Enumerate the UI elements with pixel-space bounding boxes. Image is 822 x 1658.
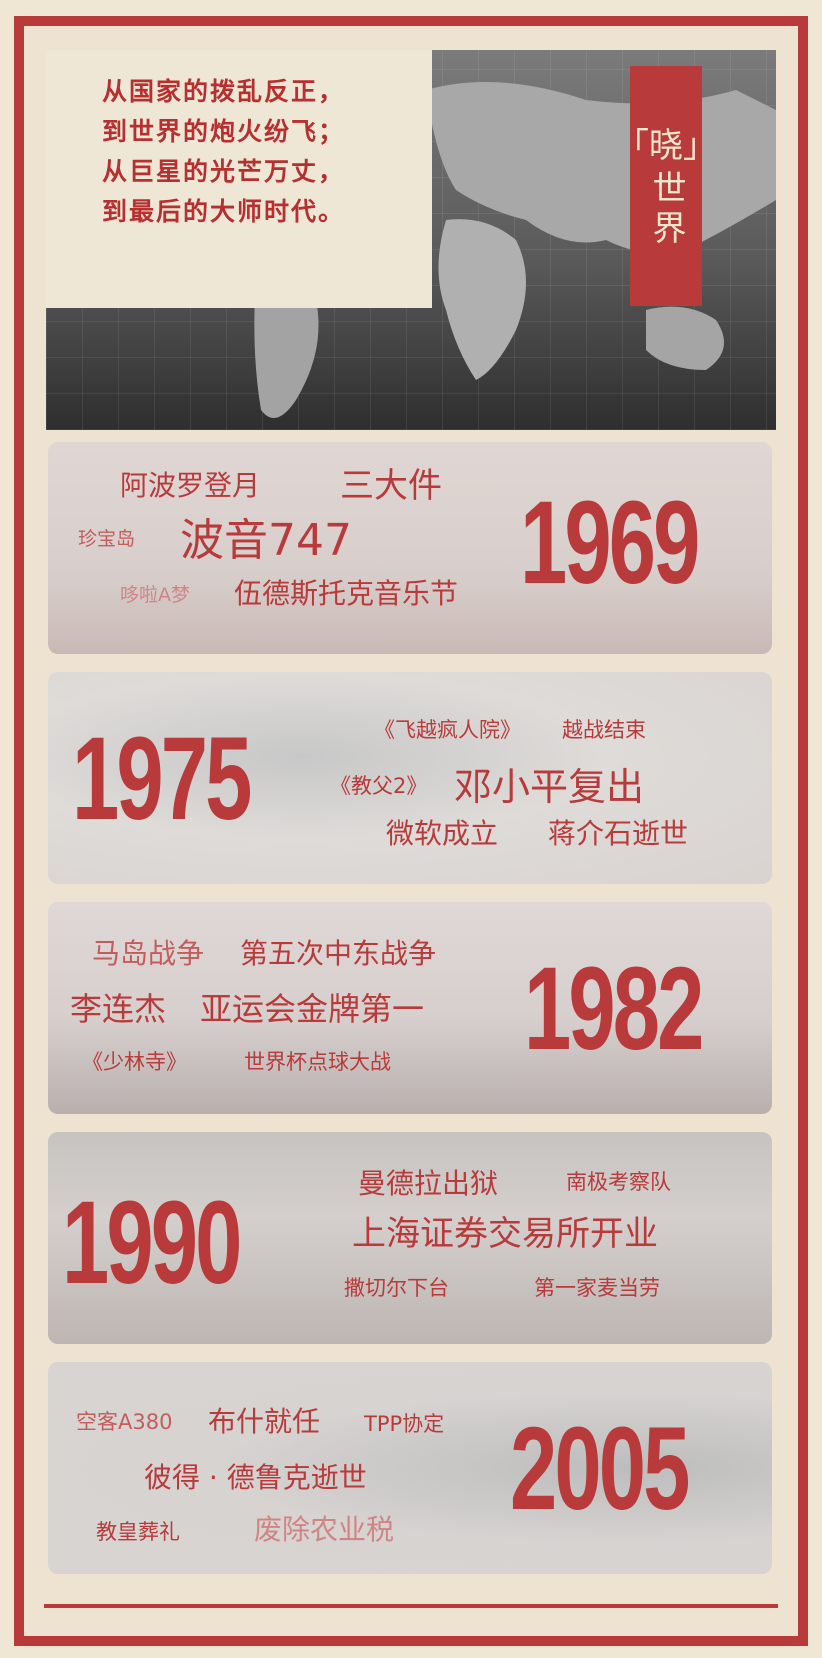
event-item: 第五次中东战争 (240, 937, 437, 970)
year-panel-2005: 空客A380 布什就任 TPP协定 彼得 · 德鲁克逝世 教皇葬礼 废除农业税 … (48, 1362, 772, 1574)
panel-background (48, 1362, 772, 1574)
event-item: 马岛战争 (92, 937, 205, 970)
event-item: 亚运会金牌第一 (200, 990, 425, 1028)
event-item: 世界杯点球大战 (244, 1050, 391, 1074)
panel-background (48, 902, 772, 1114)
panel-background (48, 672, 772, 884)
event-item: 教皇葬礼 (96, 1520, 180, 1544)
event-item: 哆啦A梦 (120, 584, 190, 606)
bottom-divider (44, 1604, 778, 1608)
event-item: 废除农业税 (254, 1513, 395, 1546)
event-item: 阿波罗登月 (120, 469, 261, 502)
hero-banner: 从国家的拨乱反正， 到世界的炮火纷飞； 从巨星的光芒万丈， 到最后的大师时代。 … (46, 50, 776, 430)
event-item: 李连杰 (70, 990, 167, 1028)
panel-background (48, 442, 772, 654)
event-item: 《飞越疯人院》 (374, 718, 521, 742)
event-item: 波音747 (180, 515, 352, 566)
event-item: 越战结束 (562, 718, 646, 742)
event-item: 三大件 (340, 466, 442, 506)
event-item: 《教父2》 (330, 774, 428, 798)
year-panel-1969: 阿波罗登月 三大件 珍宝岛 波音747 哆啦A梦 伍德斯托克音乐节 1969 (48, 442, 772, 654)
event-item: 第一家麦当劳 (534, 1276, 660, 1300)
event-item: 邓小平复出 (454, 765, 645, 809)
quote-line-2: 到世界的炮火纷飞； (102, 117, 346, 146)
event-item: 南极考察队 (566, 1170, 671, 1194)
hero-title-bottom: 世界 (646, 170, 686, 250)
event-item: 伍德斯托克音乐节 (234, 577, 459, 610)
hero-title-top: 「晓」 (615, 126, 717, 166)
year-label: 2005 (510, 1403, 690, 1535)
event-item: 彼得 · 德鲁克逝世 (144, 1461, 367, 1494)
year-label: 1982 (524, 943, 704, 1075)
event-item: 曼德拉出狱 (358, 1167, 499, 1200)
event-item: 《少林寺》 (82, 1050, 187, 1074)
year-label: 1975 (72, 713, 252, 845)
year-panel-1975: 1975 《飞越疯人院》 越战结束 《教父2》 邓小平复出 微软成立 蒋介石逝世 (48, 672, 772, 884)
year-panel-1982: 马岛战争 第五次中东战争 李连杰 亚运会金牌第一 《少林寺》 世界杯点球大战 1… (48, 902, 772, 1114)
year-panel-1990: 1990 曼德拉出狱 南极考察队 上海证券交易所开业 撒切尔下台 第一家麦当劳 (48, 1132, 772, 1344)
event-item: 布什就任 (208, 1405, 321, 1438)
event-item: 撒切尔下台 (344, 1276, 449, 1300)
quote-line-3: 从巨星的光芒万丈， (102, 157, 346, 186)
year-label: 1990 (62, 1177, 242, 1309)
event-item: 珍宝岛 (78, 528, 136, 550)
event-item: 上海证券交易所开业 (352, 1214, 658, 1254)
year-label: 1969 (520, 477, 700, 609)
event-item: TPP协定 (364, 1412, 445, 1436)
event-item: 蒋介石逝世 (548, 817, 689, 850)
panel-background (48, 1132, 772, 1344)
event-item: 微软成立 (386, 817, 499, 850)
quote-line-1: 从国家的拨乱反正， (102, 77, 346, 106)
hero-title-badge: 「晓」 世界 (615, 66, 717, 306)
event-item: 空客A380 (76, 1410, 173, 1434)
quote-line-4: 到最后的大师时代。 (102, 197, 346, 226)
hero-quote-box: 从国家的拨乱反正， 到世界的炮火纷飞； 从巨星的光芒万丈， 到最后的大师时代。 (46, 50, 432, 308)
